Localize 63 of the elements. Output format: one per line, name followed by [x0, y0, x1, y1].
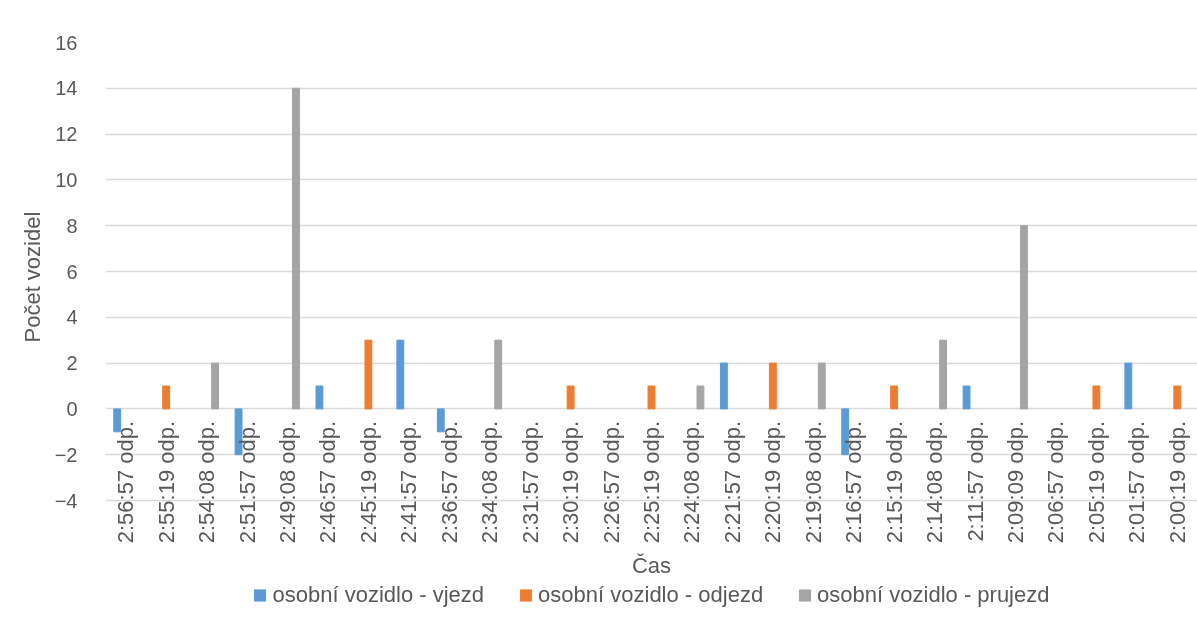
- x-tick-label: 2:51:57 odp.: [234, 420, 260, 544]
- y-tick-label: 16: [55, 31, 78, 54]
- bar: [1092, 385, 1101, 410]
- x-tick-label: 2:41:57 odp.: [396, 420, 422, 544]
- x-tick-label: 2:20:19 odp.: [760, 420, 786, 544]
- bar: [292, 87, 300, 410]
- x-tick-label: 2:45:19 odp.: [355, 420, 381, 544]
- y-tick-label: 12: [55, 123, 78, 146]
- x-tick-label: 2:05:19 odp.: [1083, 420, 1109, 544]
- y-tick-label: 6: [66, 260, 78, 283]
- x-tick-label: 2:11:57 odp.: [962, 420, 988, 542]
- x-tick-label: 2:55:19 odp.: [153, 420, 179, 544]
- x-tick-label: 2:36:57 odp.: [436, 420, 462, 544]
- x-tick-label: 2:34:08 odp.: [477, 420, 503, 544]
- x-axis-title: Čas: [631, 553, 672, 578]
- y-tick-label: 2: [66, 352, 78, 375]
- bar: [211, 362, 220, 410]
- x-tick-label: 2:21:57 odp.: [719, 420, 745, 544]
- y-tick-label: 0: [66, 397, 78, 420]
- legend-label: osobní vozidlo - odjezd: [538, 582, 764, 608]
- y-axis-title: Počet vozidel: [19, 211, 45, 343]
- bar: [890, 385, 899, 410]
- legend-label: osobní vozidlo - prujezd: [817, 582, 1050, 608]
- bar: [719, 362, 728, 410]
- x-tick-label: 2:06:57 odp.: [1043, 420, 1069, 544]
- x-tick-label: 2:56:57 odp.: [113, 420, 139, 544]
- y-tick-label: 4: [66, 306, 78, 329]
- bar: [315, 385, 324, 410]
- bar: [647, 385, 656, 410]
- x-tick-label: 2:14:08 odp.: [922, 420, 948, 544]
- x-tick-label: 2:46:57 odp.: [315, 420, 341, 544]
- x-tick-label: 2:30:19 odp.: [558, 420, 584, 544]
- x-tick-label: 2:54:08 odp.: [194, 420, 220, 544]
- y-tick-label: −2: [54, 443, 78, 466]
- x-tick-label: 2:24:08 odp.: [679, 420, 705, 544]
- y-tick-label: −4: [54, 489, 78, 512]
- y-tick-label: 8: [66, 214, 78, 237]
- y-tick-label: 14: [55, 77, 78, 100]
- x-tick-label: 2:26:57 odp.: [598, 420, 624, 544]
- bar: [962, 385, 971, 410]
- bar: [768, 362, 777, 410]
- x-tick-label: 2:49:08 odp.: [275, 420, 300, 544]
- bar: [162, 385, 171, 410]
- x-tick-label: 2:16:57 odp.: [841, 420, 867, 544]
- x-tick-label: 2:15:19 odp.: [881, 420, 907, 544]
- legend-label: osobní vozidlo - vjezd: [272, 582, 485, 608]
- x-tick-label: 2:19:08 odp.: [800, 420, 826, 544]
- y-tick-label: 10: [55, 168, 78, 191]
- bar: [1124, 362, 1133, 410]
- x-tick-label: 2:25:19 odp.: [639, 420, 664, 544]
- bar: [396, 339, 405, 410]
- bar: [1173, 385, 1182, 410]
- bar: [939, 339, 948, 410]
- bar: [566, 385, 575, 410]
- x-tick-label: 2:09:09 odp.: [1003, 420, 1028, 544]
- bar: [1020, 225, 1028, 410]
- bar: [364, 339, 373, 410]
- bar: [494, 339, 503, 410]
- bar: [817, 362, 826, 410]
- x-tick-label: 2:31:57 odp.: [517, 420, 543, 544]
- x-tick-label: 2:01:57 odp.: [1124, 420, 1150, 544]
- x-tick-label: 2:00:19 odp.: [1164, 420, 1190, 544]
- bar: [696, 385, 705, 410]
